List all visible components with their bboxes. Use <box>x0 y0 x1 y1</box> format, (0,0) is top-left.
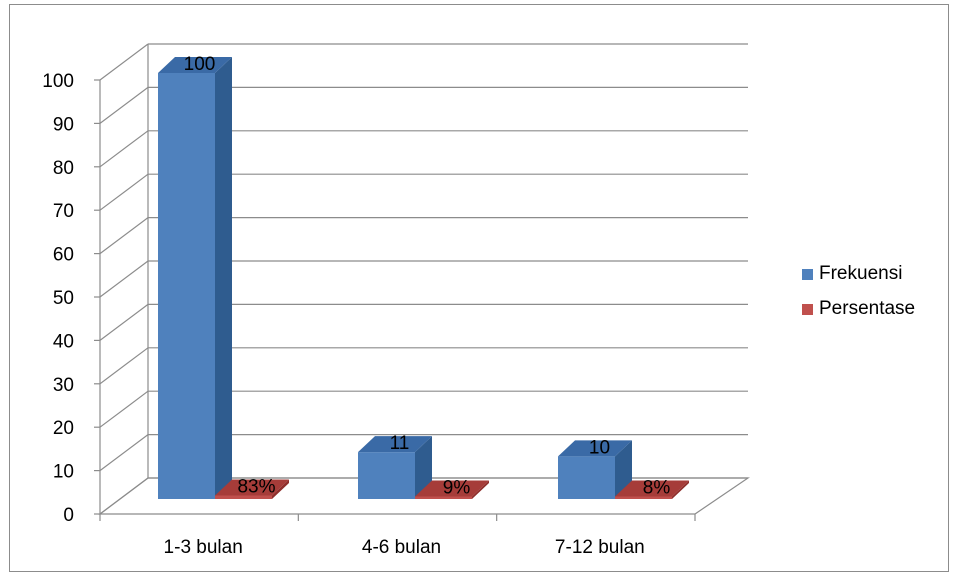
side-wall-line <box>99 173 149 211</box>
y-tick-label: 80 <box>53 158 74 179</box>
bar-frekuensi-top <box>558 440 632 457</box>
legend-swatch-persentase <box>802 303 813 315</box>
legend-label-persentase: Persentase <box>819 298 916 319</box>
side-wall-line <box>99 217 149 255</box>
legend-item-frekuensi: Frekuensi <box>802 260 915 288</box>
side-wall-line <box>99 434 149 472</box>
legend-swatch-frekuensi <box>802 268 813 280</box>
bar-frekuensi-side <box>615 440 632 499</box>
y-tick-label: 50 <box>53 288 74 309</box>
bar-frekuensi-top <box>158 57 232 73</box>
y-tick-label: 40 <box>53 331 74 352</box>
data-label: 8% <box>643 478 671 499</box>
bar-persentase-top <box>415 480 489 497</box>
data-label: 11 <box>390 433 410 454</box>
bar-frekuensi-front <box>158 73 215 499</box>
side-wall-line <box>99 86 149 124</box>
y-tick-label: 10 <box>53 462 74 483</box>
legend-item-persentase: Persentase <box>802 295 915 323</box>
bar-persentase-front <box>415 496 472 499</box>
x-tick-label: 1-3 bulan <box>164 537 243 558</box>
y-tick-label: 100 <box>42 71 74 92</box>
data-label: 83% <box>237 476 275 497</box>
legend: Frekuensi Persentase <box>802 260 915 330</box>
bar-frekuensi-top <box>358 436 432 453</box>
side-wall-line <box>99 43 149 81</box>
bar-frekuensi-side <box>215 57 232 499</box>
y-tick-label: 0 <box>63 505 74 526</box>
bar-persentase-side <box>272 479 289 499</box>
y-tick-label: 20 <box>53 418 74 439</box>
data-label: 9% <box>443 478 471 499</box>
side-wall-line <box>99 260 149 298</box>
bar-persentase-top <box>215 479 289 496</box>
bar-persentase-front <box>215 495 272 499</box>
y-tick-label: 60 <box>53 245 74 266</box>
bar-frekuensi-front <box>558 456 615 499</box>
data-label: 10 <box>589 437 610 458</box>
side-wall-line <box>99 303 149 341</box>
x-tick-label: 7-12 bulan <box>555 537 645 558</box>
y-tick-label: 70 <box>53 201 74 222</box>
side-wall-line <box>99 390 149 428</box>
x-tick-label: 4-6 bulan <box>362 537 441 558</box>
y-tick-label: 30 <box>53 375 74 396</box>
legend-label-frekuensi: Frekuensi <box>819 263 903 284</box>
bar-frekuensi-side <box>415 436 432 499</box>
y-tick-label: 90 <box>53 114 74 135</box>
bar-persentase-side <box>672 480 689 499</box>
data-label: 100 <box>184 54 216 75</box>
bar-frekuensi-front <box>358 452 415 499</box>
bar-persentase-side <box>472 480 489 499</box>
side-wall-line <box>99 130 149 168</box>
bar-persentase-top <box>615 480 689 497</box>
bar-persentase-front <box>615 496 672 499</box>
side-wall-line <box>99 347 149 385</box>
